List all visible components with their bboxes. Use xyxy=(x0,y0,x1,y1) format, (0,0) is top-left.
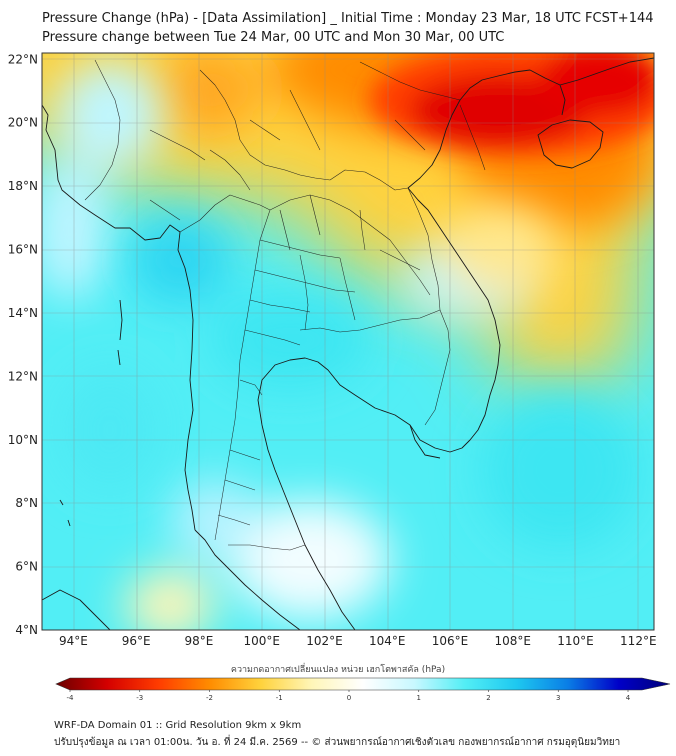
latitude-tick-label: 10°N xyxy=(8,433,38,447)
chart-subtitle: Pressure change between Tue 24 Mar, 00 U… xyxy=(42,30,505,45)
colorbar-tick-label: -1 xyxy=(276,694,283,702)
latitude-tick-label: 16°N xyxy=(8,243,38,257)
longitude-tick-label: 108°E xyxy=(495,634,532,648)
longitude-tick-label: 100°E xyxy=(243,634,280,648)
longitude-tick-label: 104°E xyxy=(369,634,406,648)
pressure-field xyxy=(42,53,654,630)
footer-update-info: ปรับปรุงข้อมูล ณ เวลา 01:00น. วัน อ. ที่… xyxy=(54,737,621,748)
longitude-tick-label: 112°E xyxy=(620,634,657,648)
colorbar-ticks: -4 -3 -2 -1 0 1 2 3 4 xyxy=(67,690,631,702)
latitude-tick-label: 4°N xyxy=(15,623,38,637)
coastlines xyxy=(42,57,654,630)
latitude-tick-label: 12°N xyxy=(8,369,38,383)
longitude-tick-label: 106°E xyxy=(432,634,469,648)
latitude-tick-label: 18°N xyxy=(8,179,38,193)
colorbar-title: ความกดอากาศเปลี่ยนแปลง หน่วย เฮกโตพาสคัล… xyxy=(230,665,446,675)
latitude-tick-label: 22°N xyxy=(8,52,38,66)
chart-title: Pressure Change (hPa) - [Data Assimilati… xyxy=(42,11,654,26)
graticule xyxy=(42,53,654,630)
latitude-tick-label: 14°N xyxy=(8,306,38,320)
boundaries xyxy=(84,59,486,551)
longitude-axis: 94°E 96°E 98°E 100°E 102°E 104°E 106°E 108°E 110… xyxy=(59,634,657,648)
colorbar-tick-label: 2 xyxy=(486,694,490,702)
latitude-axis: 22°N 20°N 18°N 16°N 14°N 12°N 10°N 8°N 6°N 4°N xyxy=(8,52,38,637)
colorbar-bar xyxy=(55,677,671,691)
colorbar-tick-label: 1 xyxy=(417,694,421,702)
colorbar-svg: -4 -3 -2 -1 0 1 2 3 4 xyxy=(55,677,671,702)
latitude-tick-label: 8°N xyxy=(15,496,38,510)
colorbar-tick-label: 4 xyxy=(626,694,631,702)
map-svg: 22°N 20°N 18°N 16°N 14°N 12°N 10°N 8°N 6°N 4°N 94… xyxy=(8,52,657,648)
colorbar-tick-label: -4 xyxy=(67,694,75,702)
colorbar-tick-label: 0 xyxy=(347,694,351,702)
colorbar-tick-label: -3 xyxy=(136,694,143,702)
colorbar: -4 -3 -2 -1 0 1 2 3 4 xyxy=(0,674,676,712)
longitude-tick-label: 110°E xyxy=(557,634,594,648)
latitude-tick-label: 6°N xyxy=(15,560,38,574)
map-frame xyxy=(41,52,655,631)
map-panel: 22°N 20°N 18°N 16°N 14°N 12°N 10°N 8°N 6°N 4°N 94… xyxy=(8,52,657,648)
latitude-tick-label: 20°N xyxy=(8,116,38,130)
longitude-tick-label: 94°E xyxy=(59,634,88,648)
footer-domain-info: WRF-DA Domain 01 :: Grid Resolution 9km … xyxy=(54,720,302,731)
longitude-tick-label: 98°E xyxy=(184,634,213,648)
colorbar-tick-label: 3 xyxy=(556,694,560,702)
longitude-tick-label: 96°E xyxy=(122,634,151,648)
longitude-tick-label: 102°E xyxy=(306,634,343,648)
colorbar-tick-label: -2 xyxy=(206,694,213,702)
